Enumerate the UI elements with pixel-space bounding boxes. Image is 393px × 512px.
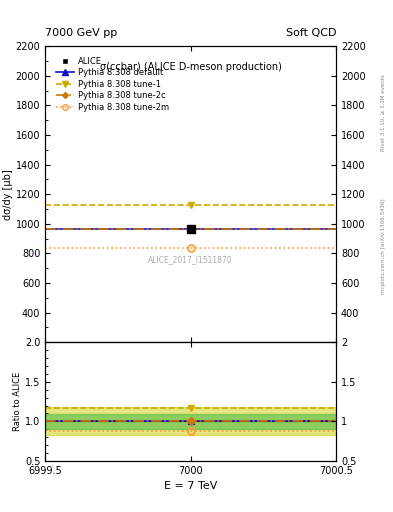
X-axis label: E = 7 TeV: E = 7 TeV [164,481,217,491]
Bar [45,414,336,429]
Y-axis label: dσ/dy [μb]: dσ/dy [μb] [3,169,13,220]
Text: Soft QCD: Soft QCD [286,28,336,38]
Y-axis label: Ratio to ALICE: Ratio to ALICE [13,372,22,431]
Legend: ALICE, Pythia 8.308 default, Pythia 8.308 tune-1, Pythia 8.308 tune-2c, Pythia 8: ALICE, Pythia 8.308 default, Pythia 8.30… [52,53,173,115]
Text: mcplots.cern.ch [arXiv:1306.3436]: mcplots.cern.ch [arXiv:1306.3436] [381,198,386,293]
Text: Rivet 3.1.10, ≥ 3.3M events: Rivet 3.1.10, ≥ 3.3M events [381,74,386,151]
Text: ALICE_2017_I1511870: ALICE_2017_I1511870 [148,255,233,264]
Text: 7000 GeV pp: 7000 GeV pp [45,28,118,38]
Bar [45,408,336,435]
Text: σ(ccbar) (ALICE D-meson production): σ(ccbar) (ALICE D-meson production) [100,62,281,72]
